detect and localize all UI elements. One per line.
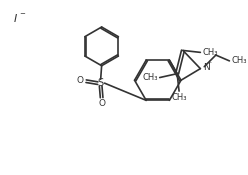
Text: CH₃: CH₃	[171, 93, 187, 102]
Text: S: S	[98, 78, 104, 88]
Text: +: +	[206, 60, 212, 65]
Text: −: −	[19, 11, 25, 18]
Text: CH₃: CH₃	[231, 56, 247, 65]
Text: CH₃: CH₃	[202, 48, 218, 57]
Text: O: O	[77, 76, 84, 85]
Text: CH₃: CH₃	[142, 73, 158, 82]
Text: I: I	[14, 14, 17, 24]
Text: O: O	[98, 99, 105, 108]
Text: N: N	[203, 63, 210, 72]
